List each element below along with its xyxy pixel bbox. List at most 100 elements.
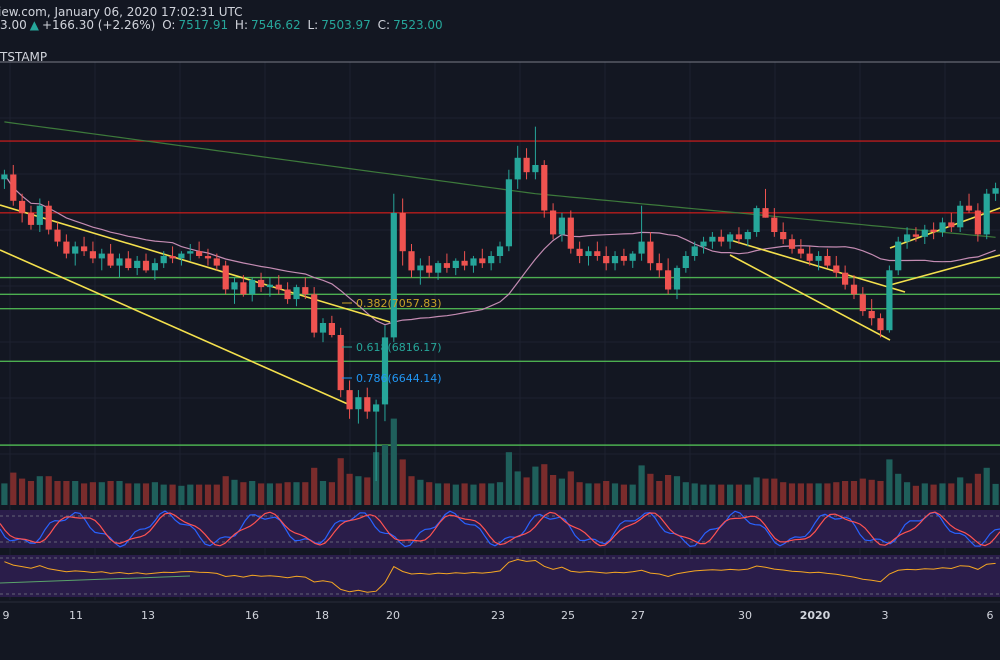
candle-body	[169, 256, 176, 259]
volume-bar	[762, 478, 769, 505]
volume-bar	[116, 481, 123, 505]
candle-body	[435, 263, 442, 273]
volume-bar	[948, 483, 955, 505]
candle-body	[585, 251, 592, 256]
candle-body	[904, 234, 911, 242]
candle-body	[682, 256, 689, 268]
candle-body	[54, 229, 61, 242]
volume-bar	[266, 483, 273, 505]
volume-bar	[833, 482, 840, 505]
volume-bar	[983, 467, 990, 505]
volume-bar	[904, 482, 911, 505]
candle-body	[691, 246, 698, 256]
volume-bar	[965, 483, 973, 505]
candle-body	[10, 174, 17, 201]
fib-label: 0.786(6644.14)	[356, 372, 442, 385]
volume-bar	[700, 484, 707, 505]
candle-body	[72, 246, 79, 254]
volume-bar	[426, 482, 433, 505]
volume-bar	[815, 483, 822, 505]
candle-body	[249, 279, 256, 295]
candle-body	[797, 248, 804, 254]
volume-bar	[877, 481, 884, 505]
volume-bar	[523, 477, 530, 505]
volume-bar	[541, 464, 548, 505]
chart-header: iew.com, January 06, 2020 17:02:31 UTC 3…	[0, 0, 1000, 40]
volume-bar	[461, 483, 468, 505]
candle-body	[426, 265, 433, 273]
candle-body	[231, 282, 238, 290]
volume-bar	[620, 484, 627, 505]
volume-bar	[744, 484, 751, 505]
candle-body	[762, 208, 769, 218]
volume-bar	[390, 418, 397, 505]
volume-bar	[231, 479, 238, 505]
candle-body	[452, 260, 459, 268]
volume-bar	[187, 484, 194, 505]
candle-body	[266, 284, 273, 288]
candle-body	[930, 229, 937, 232]
candle-body	[780, 232, 787, 240]
x-tick-label: 16	[245, 609, 259, 622]
volume-bar	[585, 483, 592, 505]
candle-body	[788, 239, 796, 249]
volume-bar	[550, 475, 557, 505]
candle-body	[886, 270, 893, 331]
candle-body	[992, 188, 999, 194]
candle-body	[390, 212, 397, 338]
candle-body	[806, 253, 813, 261]
low-value: 7503.97	[321, 18, 371, 32]
volume-bar	[558, 478, 565, 505]
candle-body	[470, 258, 477, 266]
trend-line	[0, 204, 391, 323]
candle-body	[744, 232, 751, 240]
candle-body	[965, 205, 973, 211]
volume-bar	[780, 482, 787, 505]
volume-bar	[496, 482, 504, 505]
candle-body	[974, 210, 981, 235]
volume-bar	[213, 484, 220, 505]
candle-body	[417, 265, 424, 271]
volume-bar	[886, 459, 893, 505]
volume-bar	[125, 483, 132, 505]
candle-body	[824, 256, 831, 266]
volume-bar	[930, 484, 937, 505]
volume-bar	[939, 483, 946, 505]
ma-long-line	[4, 121, 996, 238]
candle-body	[19, 200, 26, 213]
volume-bar	[54, 481, 61, 505]
candle-body	[505, 179, 512, 247]
volume-bar	[532, 466, 539, 505]
candle-body	[1, 174, 8, 180]
candle-body	[771, 217, 778, 232]
candle-body	[443, 263, 450, 268]
horizontal-levels	[0, 140, 1000, 446]
volume-bar	[594, 483, 601, 505]
candle-body	[523, 157, 530, 173]
candle-body	[408, 251, 415, 271]
candle-body	[240, 282, 247, 295]
volume-bar	[240, 482, 247, 505]
candle-body	[815, 256, 822, 261]
volume-bar	[63, 481, 70, 505]
candle-body	[594, 251, 601, 256]
volume-bar	[638, 465, 645, 505]
candle-body	[700, 241, 707, 247]
x-tick-label: 13	[141, 609, 155, 622]
x-tick-label: 27	[631, 609, 645, 622]
trend-line	[729, 254, 891, 341]
fib-label: 0.382(7057.83)	[356, 297, 442, 310]
candle-body	[656, 263, 663, 271]
volume-bar	[302, 482, 309, 505]
high-value: 7546.62	[251, 18, 301, 32]
candle-body	[921, 229, 928, 237]
volume-bar	[603, 481, 610, 505]
candle-body	[718, 236, 725, 242]
volume-bar	[912, 485, 919, 505]
volume-bar	[868, 479, 875, 505]
volume-bar	[567, 471, 574, 505]
volume-bar	[169, 484, 176, 505]
candle-body	[142, 260, 150, 271]
volume-bar	[753, 477, 760, 505]
